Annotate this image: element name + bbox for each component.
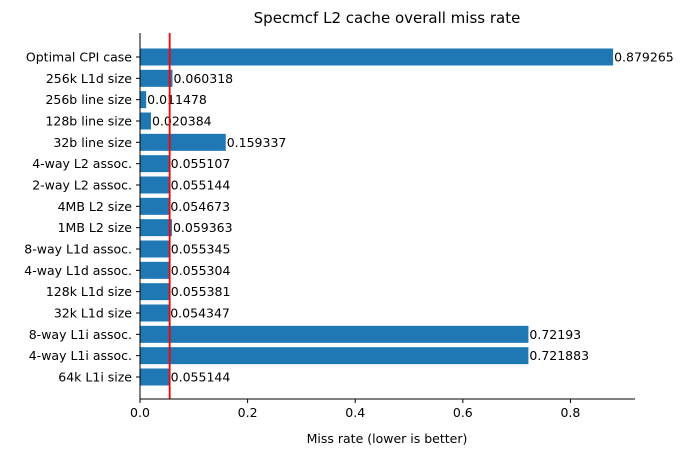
data-label: 0.011478 xyxy=(147,92,207,107)
data-label: 0.721883 xyxy=(529,348,589,363)
y-tick-label: 2-way L2 assoc. xyxy=(32,178,132,193)
y-tick-label: 32k L1d size xyxy=(54,306,132,321)
data-label: 0.055381 xyxy=(171,284,231,299)
y-tick-label: 64k L1i size xyxy=(58,370,132,385)
y-tick-label: 8-way L1i assoc. xyxy=(29,327,132,342)
data-labels-group: 0.879265 0.060318 0.011478 0.020384 0.159337… xyxy=(147,50,674,385)
bar xyxy=(140,368,170,386)
x-tick-label: 0.8 xyxy=(560,405,580,420)
data-label: 0.72193 xyxy=(529,327,581,342)
data-label: 0.159337 xyxy=(227,135,287,150)
x-tick-label: 0.6 xyxy=(453,405,473,420)
bar xyxy=(140,176,170,194)
data-label: 0.055107 xyxy=(171,156,231,171)
data-label: 0.054673 xyxy=(170,199,230,214)
bar xyxy=(140,283,170,301)
bar xyxy=(140,112,151,130)
bar xyxy=(140,325,529,343)
bar xyxy=(140,155,170,173)
y-tick-label: 1MB L2 size xyxy=(58,220,133,235)
bar xyxy=(140,240,170,258)
bar xyxy=(140,219,172,237)
y-tick-label: 4-way L1d assoc. xyxy=(24,263,132,278)
chart-title: Specmcf L2 cache overall miss rate xyxy=(254,9,521,27)
x-axis-label: Miss rate (lower is better) xyxy=(307,431,468,446)
y-tick-label: 256b line size xyxy=(45,92,132,107)
data-label: 0.055304 xyxy=(171,263,231,278)
y-tick-label: 256k L1d size xyxy=(46,71,132,86)
y-tick-label: 4MB L2 size xyxy=(58,199,133,214)
y-axis-ticks: Optimal CPI case 256k L1d size 256b line s… xyxy=(24,50,140,385)
x-tick-label: 0.2 xyxy=(238,405,258,420)
y-tick-label: 4-way L2 assoc. xyxy=(32,156,132,171)
x-axis-ticks: 0.0 0.2 0.4 0.6 0.8 xyxy=(130,399,580,420)
data-label: 0.059363 xyxy=(173,220,233,235)
data-label: 0.055144 xyxy=(171,178,231,193)
bar xyxy=(140,347,529,365)
data-label: 0.055345 xyxy=(171,242,231,257)
y-tick-label: 8-way L1d assoc. xyxy=(24,242,132,257)
y-tick-label: Optimal CPI case xyxy=(26,50,132,65)
bars-group xyxy=(140,48,614,386)
data-label: 0.054347 xyxy=(170,306,230,321)
bar xyxy=(140,304,170,322)
y-tick-label: 4-way L1i assoc. xyxy=(29,348,132,363)
y-tick-label: 128k L1d size xyxy=(46,284,132,299)
y-tick-label: 32b line size xyxy=(53,135,132,150)
bar xyxy=(140,133,226,151)
bar xyxy=(140,197,170,215)
y-tick-label: 128b line size xyxy=(45,114,132,129)
bar xyxy=(140,48,614,66)
data-label: 0.060318 xyxy=(173,71,233,86)
x-tick-label: 0.0 xyxy=(130,405,150,420)
x-tick-label: 0.4 xyxy=(345,405,365,420)
data-label: 0.055144 xyxy=(171,370,231,385)
data-label: 0.020384 xyxy=(152,114,212,129)
bar xyxy=(140,261,170,279)
data-label: 0.879265 xyxy=(614,50,674,65)
bar xyxy=(140,69,173,87)
bar xyxy=(140,91,147,109)
